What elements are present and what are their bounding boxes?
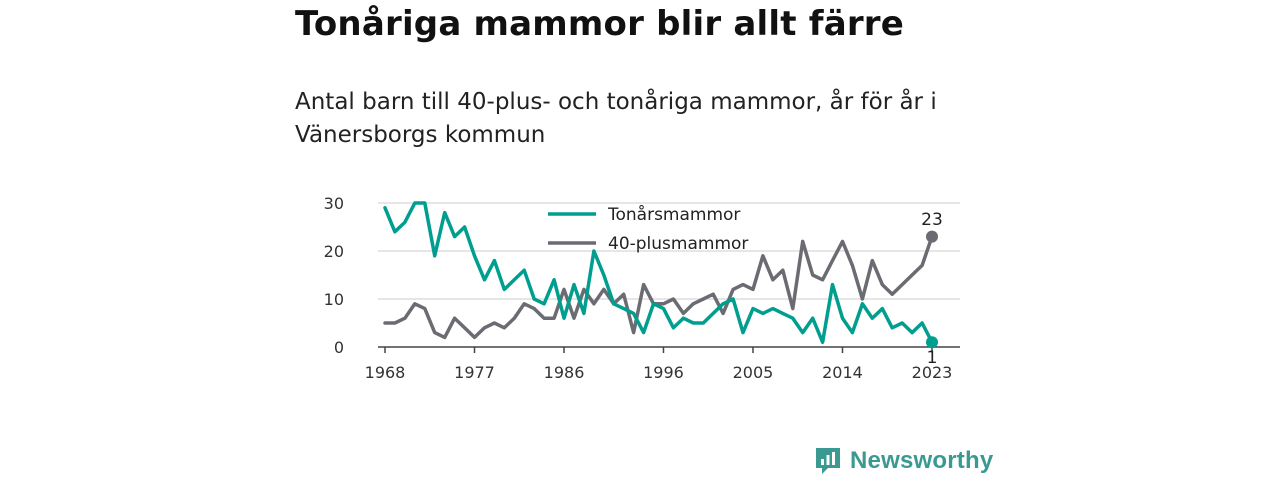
x-tick-label-2005: 2005 xyxy=(733,363,774,382)
chart-title: Tonåriga mammor blir allt färre xyxy=(295,4,905,44)
newsworthy-logo-icon xyxy=(816,448,840,474)
x-tick-label-1977: 1977 xyxy=(454,363,495,382)
end-point-ton-rsmammor xyxy=(926,336,938,349)
x-tick-label-2014: 2014 xyxy=(822,363,863,382)
line-layer xyxy=(383,201,938,349)
y-tick-label-10: 10 xyxy=(324,290,344,309)
x-tick-label-2023: 2023 xyxy=(912,363,953,382)
series-line-40-plusmammor xyxy=(383,234,934,340)
y-tick-label-0: 0 xyxy=(334,338,344,357)
end-point-40-plusmammor xyxy=(926,230,938,243)
newsworthy-brand: Newsworthy xyxy=(814,446,993,476)
end-labels: 23 1 xyxy=(921,210,943,368)
end-label-teen: 1 xyxy=(927,348,938,368)
legend: Tonårsmammor 40-plusmammor xyxy=(548,204,748,254)
y-tick-label-20: 20 xyxy=(324,242,344,261)
legend-label-teen: Tonårsmammor xyxy=(607,204,740,225)
end-label-plus40: 23 xyxy=(921,210,943,230)
legend-label-plus40: 40-plusmammor xyxy=(608,234,748,254)
chart-subtitle: Antal barn till 40-plus- och tonåriga ma… xyxy=(295,89,937,148)
x-tick-label-1996: 1996 xyxy=(643,363,684,382)
x-tick-label-1968: 1968 xyxy=(365,363,406,382)
y-tick-label-30: 30 xyxy=(324,194,344,213)
x-tick-label-1986: 1986 xyxy=(544,363,585,382)
series-line-ton-rsmammor xyxy=(383,201,934,344)
brand-name: Newsworthy xyxy=(850,447,994,474)
